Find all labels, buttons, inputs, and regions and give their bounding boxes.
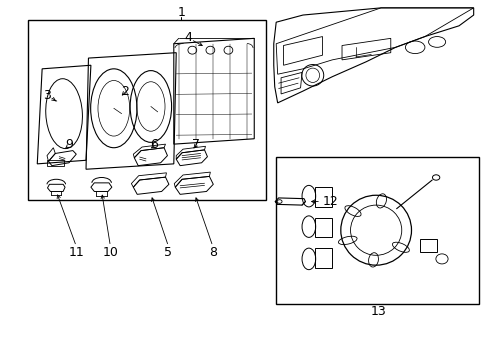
Text: 13: 13 (370, 306, 386, 319)
Bar (315, 248, 331, 268)
Text: 3: 3 (43, 89, 51, 102)
Bar (315, 187, 331, 207)
Text: 2: 2 (121, 85, 129, 98)
Bar (315, 218, 331, 237)
Text: 11: 11 (68, 246, 84, 259)
Text: 9: 9 (65, 138, 73, 151)
Text: 6: 6 (150, 138, 158, 151)
Text: 5: 5 (164, 246, 172, 259)
Text: 12: 12 (322, 195, 338, 208)
Text: 4: 4 (184, 31, 192, 44)
Bar (419, 239, 436, 252)
Bar (47, 160, 64, 166)
Text: 7: 7 (191, 138, 199, 151)
Text: 8: 8 (208, 246, 216, 259)
Text: 1: 1 (177, 6, 184, 19)
Bar (27, 21, 266, 200)
Text: 10: 10 (102, 246, 118, 259)
Bar (276, 157, 478, 304)
